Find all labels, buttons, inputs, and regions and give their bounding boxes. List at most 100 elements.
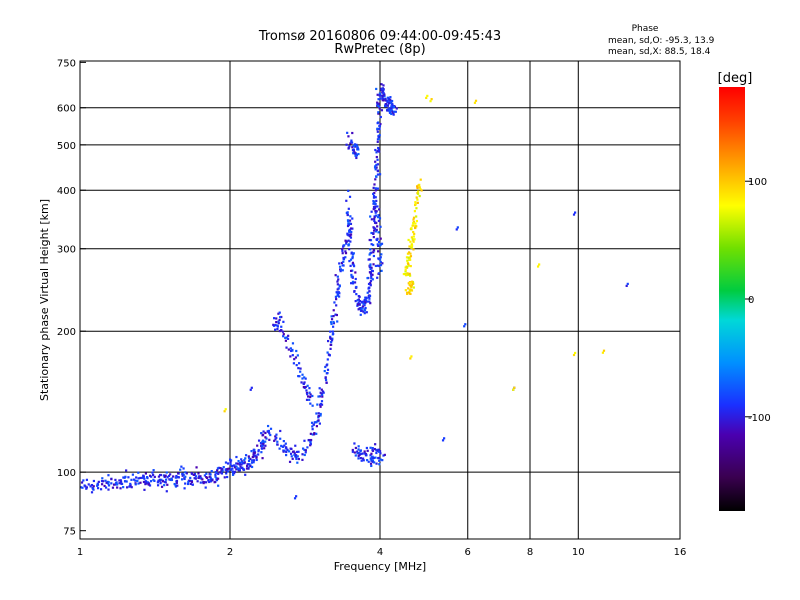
o-mode-point <box>151 471 154 474</box>
o-mode-point <box>242 462 245 465</box>
o-mode-point <box>305 389 308 392</box>
o-mode-point <box>122 476 125 479</box>
o-mode-point <box>282 320 285 323</box>
o-mode-point <box>369 446 372 449</box>
o-mode-point <box>301 453 304 456</box>
o-mode-point <box>376 187 379 190</box>
x-mode-point <box>410 286 413 289</box>
o-mode-point <box>377 272 381 275</box>
o-mode-point <box>233 466 237 469</box>
o-mode-point <box>163 475 166 478</box>
o-mode-point <box>260 432 263 435</box>
o-mode-point <box>368 300 371 303</box>
o-mode-point <box>252 461 255 464</box>
o-mode-point <box>119 479 122 482</box>
o-mode-point <box>376 264 380 267</box>
o-mode-point <box>356 148 359 151</box>
o-mode-point <box>348 248 351 251</box>
o-mode-point <box>160 485 164 488</box>
o-mode-point <box>370 218 373 221</box>
o-mode-point <box>165 490 168 493</box>
o-mode-point <box>378 217 382 220</box>
o-mode-point <box>374 178 377 181</box>
y-tick-label: 400 <box>57 186 76 197</box>
o-mode-point <box>394 110 397 113</box>
o-mode-point <box>320 403 324 406</box>
x-mode-point <box>408 272 411 275</box>
o-mode-point <box>376 169 379 173</box>
o-mode-point <box>341 264 344 267</box>
o-mode-point <box>343 244 346 247</box>
x-mode-point <box>425 96 428 100</box>
o-mode-point <box>142 475 145 478</box>
o-mode-point <box>443 437 446 440</box>
o-mode-point <box>380 269 383 272</box>
o-mode-point <box>253 448 256 452</box>
o-mode-point <box>351 257 354 260</box>
o-mode-point <box>375 163 378 166</box>
o-mode-point <box>293 358 296 361</box>
o-mode-point <box>175 476 178 479</box>
o-mode-point <box>189 479 192 482</box>
o-mode-point <box>243 461 246 464</box>
o-mode-point <box>158 473 162 477</box>
o-mode-point <box>329 343 332 346</box>
o-mode-point <box>390 112 393 116</box>
o-mode-point <box>368 297 371 300</box>
x-mode-point <box>538 263 541 266</box>
o-mode-point <box>357 301 360 304</box>
o-mode-point <box>238 467 241 471</box>
o-mode-point <box>114 478 117 482</box>
x-mode-point <box>473 101 477 104</box>
o-mode-point <box>190 472 193 475</box>
o-mode-point <box>350 252 353 255</box>
o-mode-point <box>303 448 306 451</box>
x-mode-point <box>404 289 407 292</box>
o-mode-point <box>152 469 155 472</box>
o-mode-point <box>242 468 246 471</box>
o-mode-point <box>229 460 232 464</box>
o-mode-point <box>220 472 224 475</box>
o-mode-point <box>347 243 351 246</box>
o-mode-point <box>321 393 324 396</box>
o-mode-point <box>375 175 378 178</box>
o-mode-point <box>116 486 119 489</box>
o-mode-point <box>348 230 351 233</box>
x-mode-point <box>419 178 422 181</box>
o-mode-point <box>356 304 359 307</box>
o-mode-point <box>382 91 385 95</box>
o-mode-point <box>373 461 376 464</box>
o-mode-point <box>372 243 375 247</box>
o-mode-point <box>367 286 371 289</box>
o-mode-point <box>329 347 332 350</box>
o-mode-point <box>252 453 255 456</box>
o-mode-point <box>376 276 379 279</box>
o-mode-point <box>174 485 178 488</box>
o-mode-point <box>385 99 388 102</box>
o-mode-point <box>357 445 360 448</box>
o-mode-point <box>374 168 377 171</box>
o-mode-point <box>125 469 128 472</box>
o-mode-point <box>180 465 183 468</box>
o-mode-point <box>280 325 283 328</box>
o-mode-point <box>375 199 378 203</box>
x-mode-point <box>406 291 409 294</box>
o-mode-point <box>374 230 378 233</box>
x-mode-point <box>413 210 417 213</box>
o-mode-point <box>159 482 162 485</box>
o-mode-point <box>381 459 384 462</box>
x-mode-point <box>411 280 414 283</box>
o-mode-point <box>84 485 87 488</box>
o-mode-point <box>348 222 351 225</box>
o-mode-point <box>379 244 382 247</box>
o-mode-point <box>240 463 243 466</box>
o-mode-point <box>276 440 279 443</box>
o-mode-point <box>346 213 349 217</box>
x-tick-label: 2 <box>227 547 233 558</box>
o-mode-point <box>351 269 354 272</box>
o-mode-point <box>203 474 206 477</box>
o-mode-point <box>341 269 344 272</box>
o-mode-point <box>332 315 335 318</box>
colorbar <box>719 87 745 511</box>
